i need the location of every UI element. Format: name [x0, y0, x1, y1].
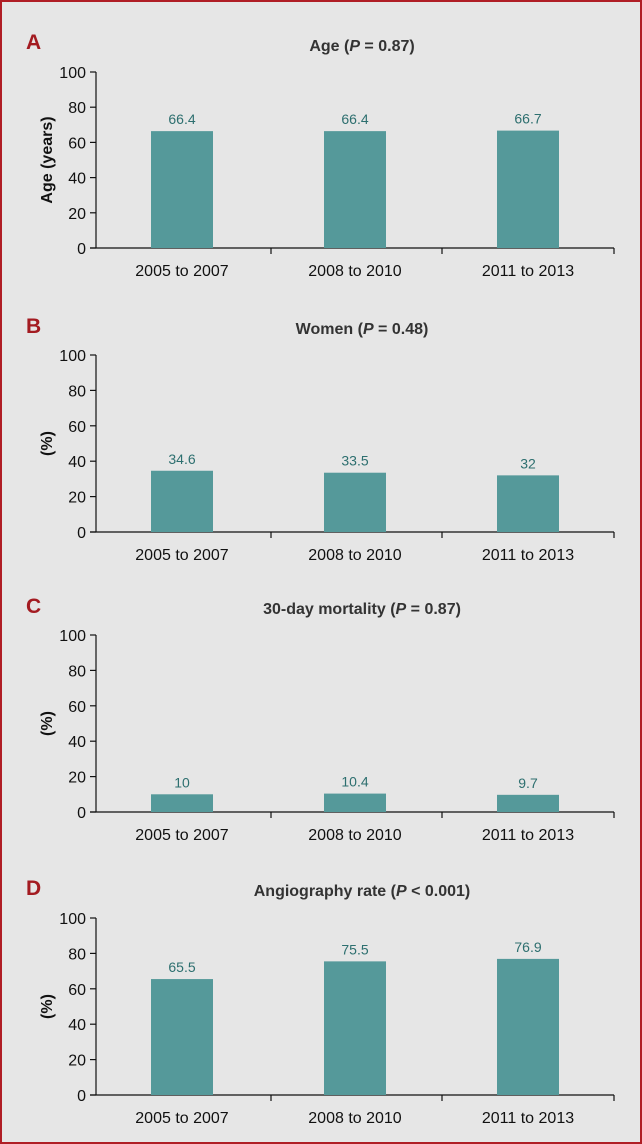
y-axis-label: (%)	[39, 994, 56, 1019]
y-axis-label: (%)	[39, 431, 56, 456]
y-tick-label: 80	[68, 663, 86, 680]
bar-value-label: 9.7	[518, 775, 538, 791]
panel-letter: D	[26, 877, 41, 900]
x-tick-label: 2005 to 2007	[135, 263, 229, 280]
y-axis-label: Age (years)	[39, 116, 56, 203]
panel-title-p: P	[396, 601, 407, 618]
y-tick-label: 100	[59, 348, 86, 365]
panel-title-prefix: Angiography rate (	[254, 883, 397, 900]
y-tick-label: 20	[68, 770, 86, 787]
y-tick-label: 100	[59, 911, 86, 928]
chart-panel-c: C 30-day mortality (P = 0.87) 0 20 40 60 80 100…	[26, 595, 615, 844]
y-tick-label: 40	[68, 454, 86, 471]
y-tick-label: 80	[68, 946, 86, 963]
y-tick-label: 40	[68, 171, 86, 188]
panel-title-suffix: = 0.87)	[406, 601, 461, 618]
y-tick-label: 0	[77, 525, 86, 542]
chart-panel-a: A Age (P = 0.87) 0 20 40 60 80 100 Age (years) 66…	[26, 31, 615, 280]
y-tick-label: 20	[68, 490, 86, 507]
bar-value-label: 66.4	[341, 111, 368, 127]
bar-value-label: 76.9	[514, 939, 541, 955]
y-tick-label: 80	[68, 383, 86, 400]
chart-panel-d: D Angiography rate (P < 0.001) 0 20 40 60 80 10…	[26, 877, 615, 1127]
bar-value-label: 10.4	[341, 774, 368, 790]
bar	[497, 958, 559, 1095]
chart-panel-b: B Women (P = 0.48) 0 20 40 60 80 100 (%) 34.6 2005…	[26, 315, 615, 564]
bar-value-label: 10	[174, 774, 190, 790]
y-tick-label: 100	[59, 628, 86, 645]
bar-value-label: 75.5	[341, 941, 368, 957]
x-tick-label: 2011 to 2013	[482, 547, 574, 564]
panel-title-p: P	[396, 883, 407, 900]
y-tick-label: 0	[77, 241, 86, 258]
x-tick-label: 2011 to 2013	[482, 263, 574, 280]
y-tick-label: 60	[68, 699, 86, 716]
panel-title-prefix: 30-day mortality (	[263, 601, 396, 618]
panel-title-suffix: < 0.001)	[407, 883, 471, 900]
bar	[497, 475, 559, 532]
panel-title-p: P	[363, 321, 374, 338]
panel-title-suffix: = 0.87)	[360, 38, 415, 55]
bar	[497, 130, 559, 248]
panel-title: Angiography rate (P < 0.001)	[254, 883, 471, 900]
x-tick-label: 2008 to 2010	[308, 263, 402, 280]
bar	[151, 131, 213, 248]
y-axis-label: (%)	[39, 711, 56, 736]
bar	[151, 470, 213, 532]
panel-title-prefix: Age (	[309, 38, 350, 55]
panel-letter: B	[26, 315, 41, 338]
y-tick-label: 60	[68, 982, 86, 999]
panel-title-suffix: = 0.48)	[374, 321, 429, 338]
bar	[497, 794, 559, 812]
y-tick-label: 40	[68, 1017, 86, 1034]
bar-value-label: 33.5	[341, 453, 368, 469]
y-tick-label: 80	[68, 100, 86, 117]
x-tick-label: 2011 to 2013	[482, 1110, 574, 1127]
panel-title: 30-day mortality (P = 0.87)	[263, 601, 461, 618]
x-tick-label: 2008 to 2010	[308, 1110, 402, 1127]
bar	[151, 794, 213, 812]
bar-value-label: 65.5	[168, 959, 195, 975]
x-tick-label: 2005 to 2007	[135, 1110, 229, 1127]
y-tick-label: 20	[68, 206, 86, 223]
x-tick-label: 2008 to 2010	[308, 827, 402, 844]
y-tick-label: 0	[77, 1088, 86, 1105]
x-tick-label: 2005 to 2007	[135, 827, 229, 844]
panel-letter: A	[26, 31, 41, 54]
panel-title-p: P	[349, 38, 360, 55]
y-tick-label: 100	[59, 65, 86, 82]
bar-value-label: 66.4	[168, 111, 195, 127]
y-tick-label: 60	[68, 419, 86, 436]
bar	[324, 472, 386, 532]
bar	[324, 793, 386, 812]
y-tick-label: 20	[68, 1053, 86, 1070]
bar-value-label: 66.7	[514, 111, 541, 127]
panel-title: Age (P = 0.87)	[309, 38, 414, 55]
panel-title-prefix: Women (	[296, 321, 364, 338]
bar	[151, 979, 213, 1095]
bar-value-label: 34.6	[168, 451, 195, 467]
y-tick-label: 0	[77, 805, 86, 822]
x-tick-label: 2008 to 2010	[308, 547, 402, 564]
bar	[324, 131, 386, 248]
bar	[324, 961, 386, 1095]
panel-letter: C	[26, 595, 41, 618]
x-tick-label: 2011 to 2013	[482, 827, 574, 844]
panel-title: Women (P = 0.48)	[296, 321, 429, 338]
y-tick-label: 40	[68, 734, 86, 751]
x-tick-label: 2005 to 2007	[135, 547, 229, 564]
bar-value-label: 32	[520, 455, 536, 471]
y-tick-label: 60	[68, 135, 86, 152]
